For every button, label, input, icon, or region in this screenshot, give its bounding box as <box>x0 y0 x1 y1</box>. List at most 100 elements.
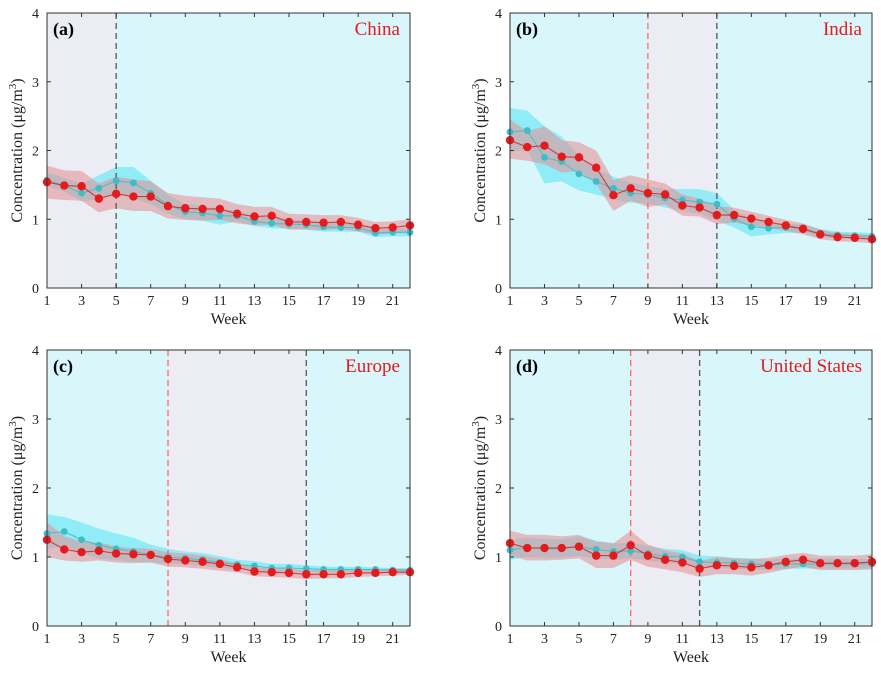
x-tick-label: 21 <box>848 294 862 309</box>
red-data-point <box>353 568 363 578</box>
x-tick-label: 1 <box>507 294 514 309</box>
red-data-point <box>609 190 618 200</box>
x-tick-label: 9 <box>644 294 651 309</box>
cyan-data-point <box>268 219 276 227</box>
red-data-point <box>729 210 739 220</box>
y-tick-label: 0 <box>32 620 39 635</box>
cyan-series-line <box>509 130 873 237</box>
x-axis-title: Week <box>673 311 709 328</box>
cyan-series-line <box>46 179 410 234</box>
red-data-point <box>678 558 687 567</box>
y-tick-label: 3 <box>495 413 502 428</box>
cyan-data-point <box>696 558 704 566</box>
red-data-point <box>523 543 532 553</box>
red-data-point <box>250 567 259 576</box>
x-tick-label: 1 <box>44 632 51 647</box>
cyan-data-point <box>592 178 600 185</box>
cyan-data-point <box>112 177 120 185</box>
x-tick-label: 13 <box>710 294 724 309</box>
red-uncertainty-band <box>510 530 872 577</box>
red-data-point <box>747 214 756 223</box>
red-series-line <box>509 542 873 570</box>
x-tick-label: 3 <box>541 294 548 309</box>
red-data-point <box>660 555 670 564</box>
red-data-point <box>77 547 86 557</box>
red-data-point <box>764 217 773 227</box>
x-tick-label: 19 <box>351 294 365 309</box>
y-tick-label: 1 <box>495 213 502 228</box>
y-tick-label: 1 <box>32 551 39 566</box>
cyan-data-point <box>78 189 85 197</box>
cyan-data-point <box>216 212 224 220</box>
red-data-point <box>371 568 380 578</box>
cyan-data-point <box>765 224 772 232</box>
red-data-point <box>729 561 739 571</box>
region-label: China <box>355 19 401 40</box>
cyan-data-point <box>78 536 85 544</box>
red-data-point <box>574 153 584 162</box>
red-data-point <box>60 545 69 554</box>
red-series-line <box>46 539 410 575</box>
x-tick-label: 17 <box>779 294 793 309</box>
red-data-point <box>712 561 722 570</box>
red-data-point <box>388 223 397 232</box>
x-tick-label: 17 <box>779 632 793 647</box>
region-label: Europe <box>345 356 400 377</box>
red-data-point <box>336 217 346 227</box>
cyan-data-point <box>575 170 583 178</box>
x-tick-label: 7 <box>147 294 154 309</box>
red-data-point <box>557 543 566 553</box>
red-data-point <box>643 551 653 560</box>
red-data-point <box>198 204 207 214</box>
red-data-point <box>850 233 859 243</box>
red-data-point <box>77 182 86 191</box>
red-data-point <box>833 559 842 568</box>
x-tick-label: 13 <box>247 632 261 647</box>
x-tick-label: 5 <box>113 294 120 309</box>
red-data-point <box>747 563 756 572</box>
red-data-point <box>302 217 311 227</box>
y-tick-label: 2 <box>32 145 39 160</box>
red-data-point <box>129 550 138 559</box>
red-data-point <box>540 141 549 150</box>
x-tick-label: 1 <box>44 294 51 309</box>
red-data-point <box>319 218 328 227</box>
cyan-data-point <box>130 179 137 187</box>
x-tick-label: 3 <box>78 632 85 647</box>
red-data-point <box>781 557 791 567</box>
shaded-period <box>647 13 717 288</box>
x-tick-label: 15 <box>744 632 758 647</box>
x-tick-label: 5 <box>575 632 582 647</box>
red-data-point <box>146 192 155 201</box>
y-tick-label: 4 <box>495 7 502 22</box>
red-data-point <box>643 188 653 198</box>
y-tick-label: 3 <box>495 76 502 91</box>
red-data-point <box>232 209 242 218</box>
x-tick-label: 9 <box>644 632 651 647</box>
x-tick-label: 15 <box>282 294 296 309</box>
red-data-point <box>60 181 69 190</box>
red-series-line <box>509 139 873 240</box>
region-label: United States <box>760 356 862 377</box>
y-axis-title: Concentration (μg/m3) <box>470 416 489 560</box>
red-series-line <box>46 181 411 229</box>
x-axis-title: Week <box>210 649 246 666</box>
red-data-point <box>695 203 704 212</box>
panel-label: (c) <box>53 356 73 377</box>
x-tick-label: 11 <box>676 632 689 647</box>
red-data-point <box>626 184 635 193</box>
x-tick-label: 11 <box>676 294 689 309</box>
red-data-point <box>591 551 601 560</box>
y-tick-label: 3 <box>32 76 39 91</box>
y-tick-label: 1 <box>32 213 39 228</box>
x-tick-label: 17 <box>317 294 331 309</box>
red-data-point <box>574 542 584 551</box>
red-data-point <box>215 204 225 214</box>
red-data-point <box>833 232 842 242</box>
red-data-point <box>557 152 566 161</box>
red-data-point <box>336 570 346 579</box>
panel-label: (a) <box>53 19 74 40</box>
red-data-point <box>284 568 294 578</box>
x-tick-label: 21 <box>848 632 862 647</box>
